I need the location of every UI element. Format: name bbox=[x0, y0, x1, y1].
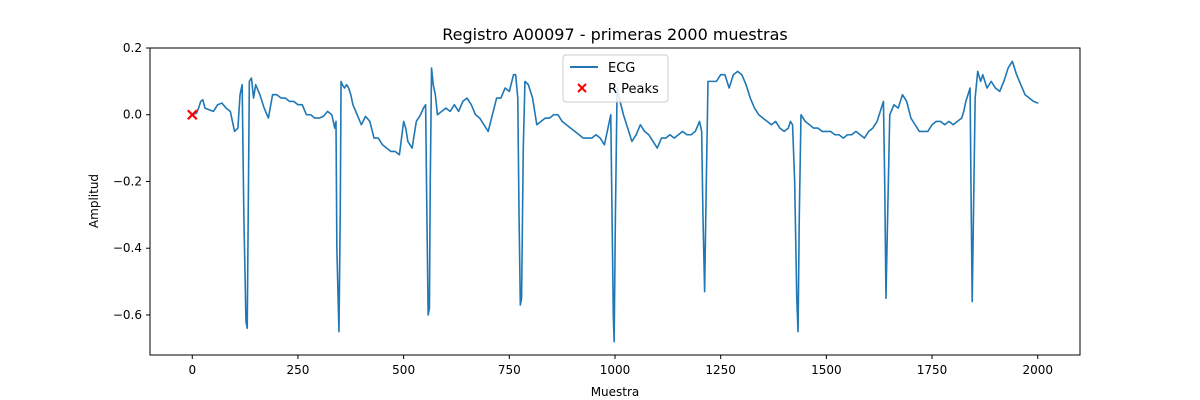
x-tick-label: 0 bbox=[188, 363, 196, 377]
y-axis-label: Amplitud bbox=[87, 174, 101, 228]
x-tick-label: 750 bbox=[498, 363, 521, 377]
x-tick-label: 2000 bbox=[1022, 363, 1053, 377]
chart-title: Registro A00097 - primeras 2000 muestras bbox=[442, 25, 787, 44]
legend-rpeaks-label: R Peaks bbox=[608, 82, 659, 97]
y-tick-label: −0.4 bbox=[113, 241, 142, 255]
plot-area bbox=[186, 60, 1039, 343]
y-tick-label: 0.0 bbox=[123, 108, 142, 122]
legend-rpeaks-swatch bbox=[577, 83, 587, 93]
x-axis: 0 250 500 750 1000 1250 1500 1750 2000 bbox=[188, 355, 1053, 377]
y-tick-label: −0.6 bbox=[113, 308, 142, 322]
x-tick-label: 1000 bbox=[600, 363, 631, 377]
legend: ECG R Peaks bbox=[562, 54, 669, 103]
x-tick-label: 1250 bbox=[705, 363, 736, 377]
y-tick-label: −0.2 bbox=[113, 174, 142, 188]
y-axis: 0.2 0.0 −0.2 −0.4 −0.6 bbox=[113, 41, 150, 322]
ecg-line bbox=[191, 60, 1039, 343]
ecg-series bbox=[191, 60, 1039, 343]
x-tick-label: 1750 bbox=[917, 363, 948, 377]
x-axis-label: Muestra bbox=[591, 385, 640, 399]
y-tick-label: 0.2 bbox=[123, 41, 142, 55]
legend-ecg-label: ECG bbox=[608, 61, 635, 76]
x-tick-label: 500 bbox=[392, 363, 415, 377]
x-tick-label: 250 bbox=[287, 363, 310, 377]
r-peak-marker bbox=[186, 109, 198, 121]
r-peaks-series bbox=[186, 109, 198, 121]
x-tick-label: 1500 bbox=[811, 363, 842, 377]
